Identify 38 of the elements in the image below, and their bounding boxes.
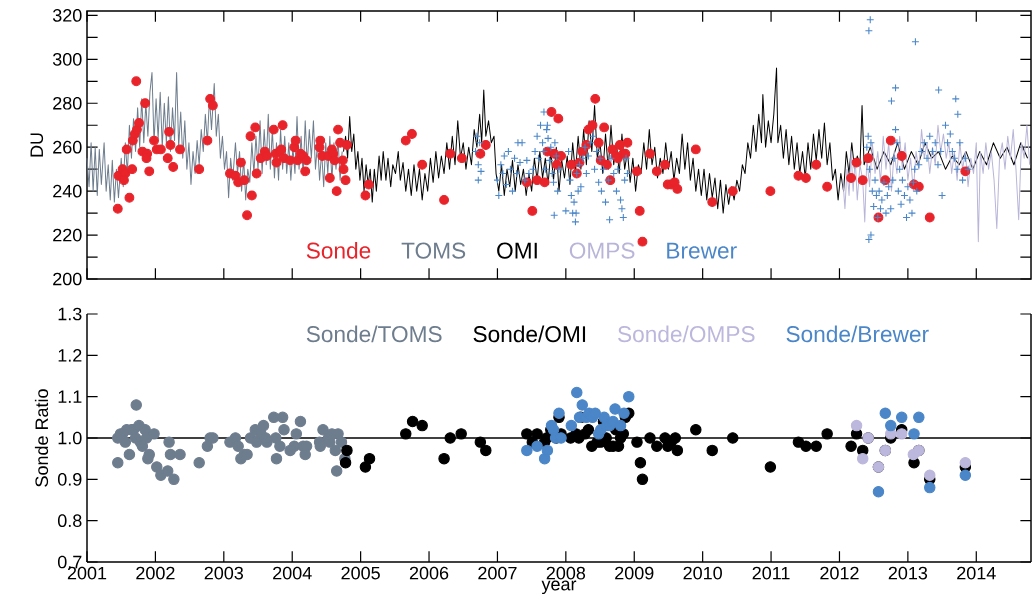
y-tick-label: 200 <box>53 272 82 286</box>
y-tick-label: 1.1 <box>58 390 82 403</box>
y-tick-label: 220 <box>53 228 82 242</box>
y-tick-label: 1.2 <box>58 349 82 362</box>
y-tick-label: 0.9 <box>57 472 82 486</box>
text: Sonde/OMI <box>473 325 586 343</box>
text: Brewer <box>667 242 737 259</box>
y-tick-label: 300 <box>52 52 82 66</box>
y-tick-label: 1.3 <box>58 307 82 321</box>
text: Sonde/TOMS <box>306 325 442 343</box>
x-tick-label: 2004 <box>273 566 312 580</box>
text: TOMS <box>401 242 466 259</box>
y-tick-label: 320 <box>52 9 82 22</box>
x-tick-label: 2010 <box>683 566 722 580</box>
y-axis-title: DU <box>30 133 44 157</box>
series-label: Sonde <box>306 242 371 259</box>
y-tick-label: 240 <box>53 184 82 198</box>
x-tick-label: 2013 <box>888 566 928 580</box>
x-tick-label: 2014 <box>957 566 996 580</box>
text: Sonde/Brewer <box>786 325 929 343</box>
text: Sonde/OMPS <box>618 325 755 343</box>
x-tick-label: 2002 <box>136 566 175 580</box>
x-tick-label: 2003 <box>204 566 244 580</box>
x-axis-title: year <box>541 580 577 595</box>
x-tick-label: 2008 <box>546 566 586 580</box>
text: OMPS <box>569 242 635 259</box>
text: OMI <box>497 242 537 259</box>
y-tick-label: 260 <box>53 140 82 154</box>
x-tick-label: 2006 <box>409 566 449 580</box>
x-tick-label: 2009 <box>615 566 654 580</box>
x-tick-label: 2007 <box>478 566 517 580</box>
y-tick-label: 1.0 <box>58 431 82 445</box>
y-tick-label: 280 <box>53 96 82 110</box>
y-axis-title: Sonde Ratio <box>34 389 49 487</box>
y-tick-label: 0.8 <box>57 514 82 528</box>
x-tick-label: 2012 <box>820 566 859 580</box>
x-tick-label: 2011 <box>752 566 790 580</box>
x-tick-label: 2005 <box>341 566 380 580</box>
